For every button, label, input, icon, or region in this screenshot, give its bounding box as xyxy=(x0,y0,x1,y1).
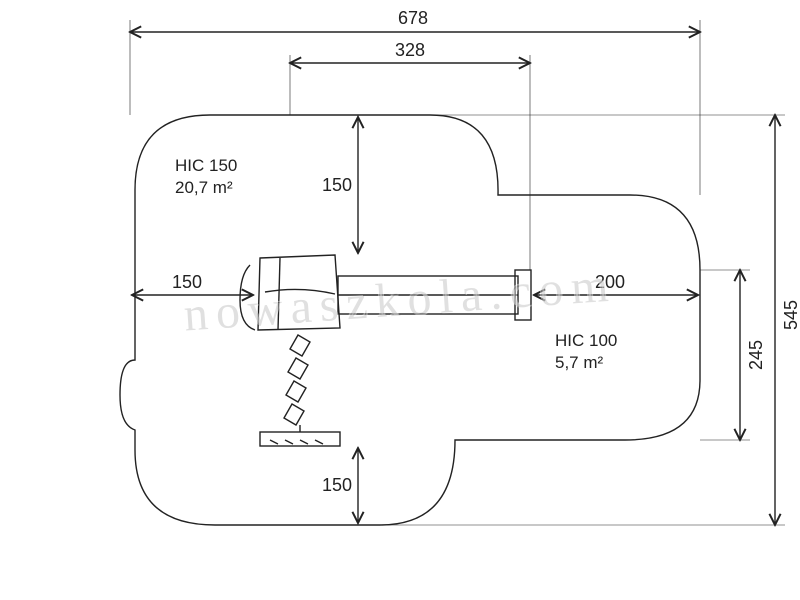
dim-top-outer: 678 xyxy=(398,8,428,29)
zone2-line2: 5,7 m² xyxy=(555,353,603,372)
dim-internal-bottom: 150 xyxy=(322,475,352,496)
technical-drawing xyxy=(0,0,800,600)
dim-internal-top: 150 xyxy=(322,175,352,196)
zone-1: HIC 150 20,7 m² xyxy=(175,155,237,199)
zone-2: HIC 100 5,7 m² xyxy=(555,330,617,374)
zone1-line2: 20,7 m² xyxy=(175,178,233,197)
dim-right-internal: 200 xyxy=(595,272,625,293)
zone2-line1: HIC 100 xyxy=(555,331,617,350)
dim-top-inner: 328 xyxy=(395,40,425,61)
playground-equipment xyxy=(240,255,531,446)
dim-left: 150 xyxy=(172,272,202,293)
zone1-line1: HIC 150 xyxy=(175,156,237,175)
dim-right-outer-v: 545 xyxy=(781,300,800,330)
dim-right-inner-v: 245 xyxy=(746,340,767,370)
dimension-lines xyxy=(130,20,785,525)
